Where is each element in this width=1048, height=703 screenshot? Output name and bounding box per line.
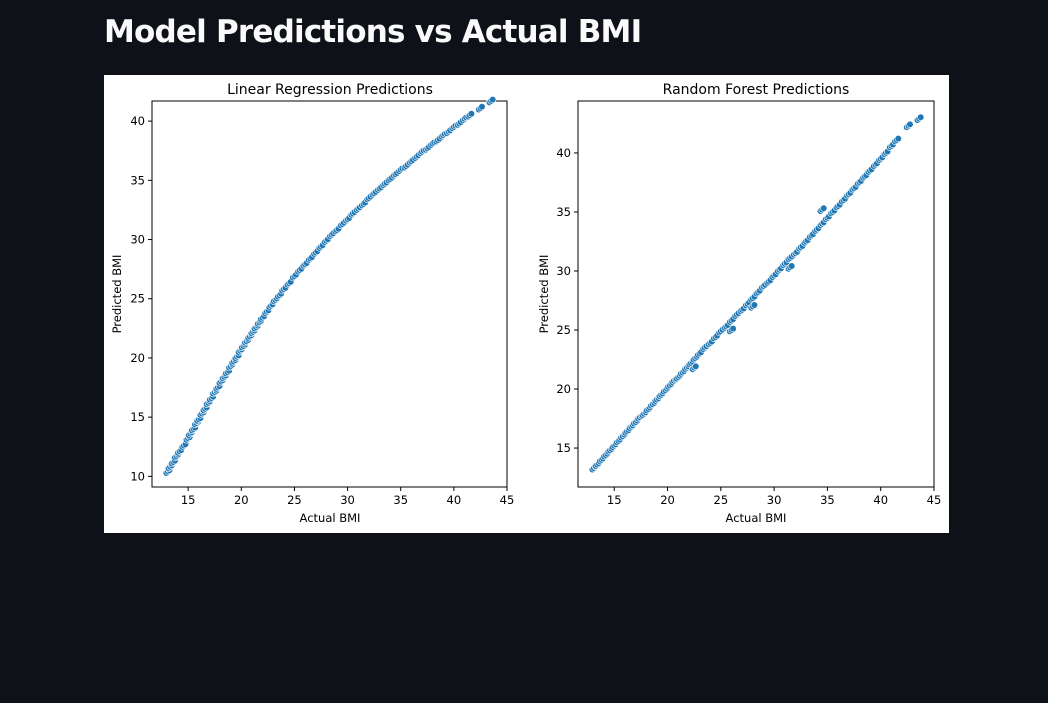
plot-area-frame [151,100,508,488]
x-tick-label: 35 [393,493,408,507]
y-tick-label: 40 [130,114,145,128]
x-axis-label: Actual BMI [300,511,361,525]
scatter-point [788,262,796,270]
y-tick-label: 25 [556,323,571,337]
x-axis-ticks: 15 20 25 30 35 40 45 [181,487,515,507]
x-tick-label: 35 [820,493,835,507]
scatter-point [692,362,700,371]
chart-figure: Linear Regression Predictions 15 20 25 30 35… [104,75,949,533]
y-tick-label: 30 [130,233,145,247]
y-tick-label: 35 [556,205,571,219]
page-title: Model Predictions vs Actual BMI [104,14,642,50]
x-tick-label: 25 [287,493,302,507]
scatter-point [820,204,828,212]
x-tick-label: 30 [767,493,782,507]
chart-panel-linear-regression: Linear Regression Predictions 15 20 25 30 35… [110,82,514,525]
scatter-point [906,120,914,129]
y-axis-label: Predicted BMI [110,255,124,334]
x-tick-label: 45 [927,493,942,507]
y-tick-label: 10 [130,469,145,483]
x-tick-label: 40 [447,493,462,507]
y-tick-label: 25 [130,292,145,306]
y-tick-label: 35 [130,173,145,187]
plot-area-frame [577,100,935,488]
chart-title: Linear Regression Predictions [227,82,433,98]
y-axis-label: Predicted BMI [537,255,551,334]
x-tick-label: 30 [340,493,355,507]
x-tick-label: 25 [714,493,729,507]
scatter-point [917,113,925,121]
y-tick-label: 30 [556,264,571,278]
x-axis-ticks: 15 20 25 30 35 40 45 [607,487,941,507]
x-tick-label: 15 [181,493,196,507]
x-axis-label: Actual BMI [726,511,787,525]
chart-title: Random Forest Predictions [663,82,850,98]
x-tick-label: 20 [660,493,675,507]
chart-panel-random-forest: Random Forest Predictions 15 20 25 30 35 40 45… [537,82,941,525]
x-tick-label: 20 [234,493,249,507]
x-tick-label: 15 [607,493,622,507]
x-tick-label: 40 [873,493,888,507]
chart-canvas: Linear Regression Predictions 15 20 25 30 35… [110,82,941,525]
scatter-point [729,325,737,333]
y-axis-ticks: 10 15 20 25 30 35 40 [130,114,152,483]
scatter-points [162,96,497,477]
y-tick-label: 15 [130,410,145,424]
scatter-points [588,113,925,474]
y-tick-label: 40 [556,146,571,160]
scatter-point [750,301,759,309]
x-tick-label: 45 [500,493,515,507]
y-tick-label: 20 [556,382,571,396]
scatter-point [478,103,486,111]
scatter-point [489,96,497,104]
y-tick-label: 15 [556,441,571,455]
y-tick-label: 20 [130,351,145,365]
scatter-point [467,110,476,118]
y-axis-ticks: 15 20 25 30 35 40 [556,146,578,455]
scatter-point [894,134,902,143]
